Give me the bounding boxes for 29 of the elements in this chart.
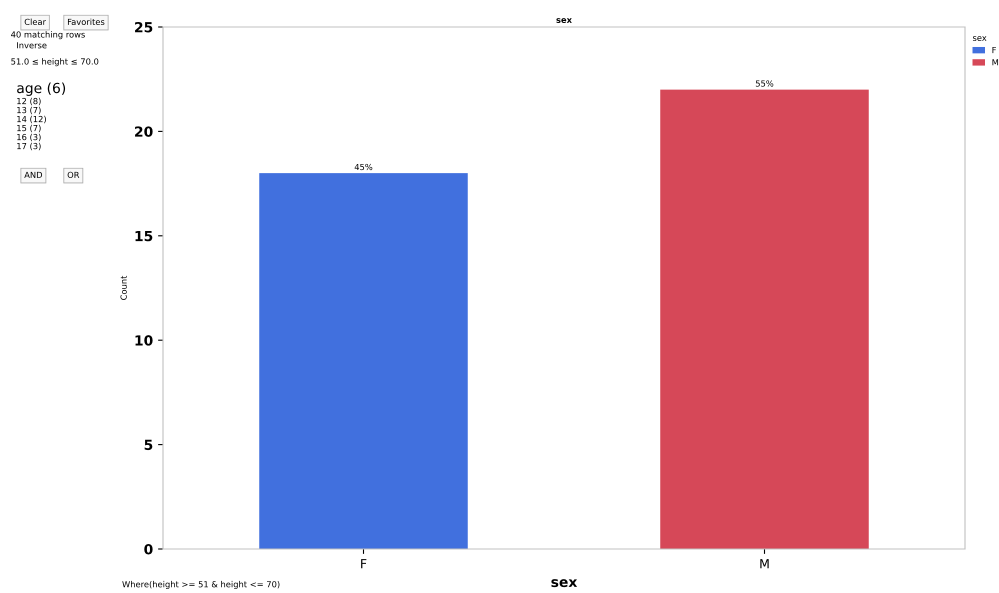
x-axis-title: sex <box>972 36 986 41</box>
y-tick-label: 20 <box>135 126 153 137</box>
text: Favorites <box>68 18 104 26</box>
text: 40 matching rows <box>11 31 85 40</box>
text: Where(height >= 51 & height <= 70) <box>122 580 280 589</box>
text: age (6) <box>17 82 66 96</box>
y-tick-label: 5 <box>144 440 152 450</box>
text: AND <box>24 172 42 178</box>
text: OR <box>68 172 80 178</box>
y-tick-label: 0 <box>144 544 153 554</box>
annotation: 55% <box>756 80 774 87</box>
annotation: 45% <box>354 164 372 170</box>
text: Inverse <box>17 42 47 48</box>
y-axis-title: Count <box>120 276 127 300</box>
y-tick-label: 10 <box>136 335 153 346</box>
text: 12 (8) <box>17 98 41 106</box>
text: Clear <box>24 18 46 26</box>
text: 51.0 ≤ height ≤ 70.0 <box>11 58 98 66</box>
y-tick-label: 15 <box>136 230 152 242</box>
text: 14 (12) <box>17 116 46 124</box>
text: 17 (3) <box>17 142 41 150</box>
text: 16 (3) <box>17 134 41 142</box>
legend-label: M <box>992 59 998 66</box>
legend-label: F <box>992 46 996 54</box>
legend-title: sex <box>551 579 578 588</box>
chart-title: sex <box>556 18 572 23</box>
y-tick-label: 25 <box>135 22 152 32</box>
text: 15 (7) <box>17 124 41 132</box>
text: 13 (7) <box>17 106 41 114</box>
